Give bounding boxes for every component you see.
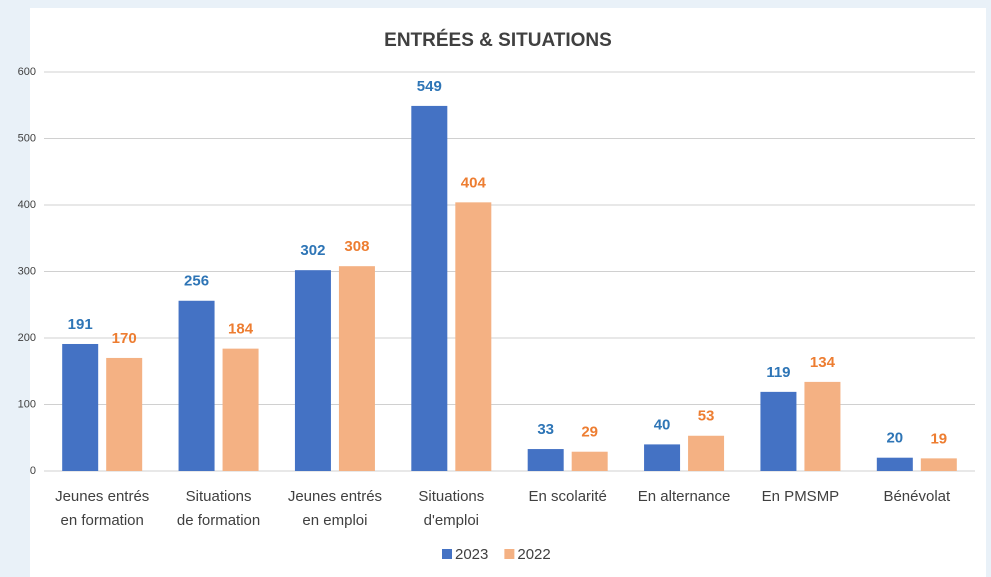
data-label: 119 <box>766 364 790 381</box>
y-tick-label: 0 <box>30 465 36 477</box>
y-tick-label: 200 <box>18 332 36 344</box>
y-tick-label: 600 <box>18 66 36 78</box>
x-tick-label: Situations <box>418 488 484 505</box>
legend-swatch <box>504 549 515 559</box>
x-tick-label: en emploi <box>302 512 367 529</box>
x-tick-label: Situations <box>186 488 252 505</box>
y-tick-label: 300 <box>18 265 36 277</box>
bar <box>222 348 259 471</box>
data-label: 53 <box>698 408 715 425</box>
x-tick-label: de formation <box>177 512 260 529</box>
bar <box>455 202 492 471</box>
y-tick-label: 400 <box>18 199 36 211</box>
x-tick-label: En alternance <box>638 488 731 505</box>
x-tick-label: Bénévolat <box>883 488 951 505</box>
y-tick-label: 100 <box>18 398 36 410</box>
data-label: 20 <box>886 430 903 447</box>
data-label: 19 <box>930 430 947 447</box>
data-label: 40 <box>654 416 671 433</box>
data-label: 308 <box>344 238 369 255</box>
bar <box>804 381 841 471</box>
bar <box>106 357 143 471</box>
bar <box>644 444 681 471</box>
bar <box>178 300 215 471</box>
legend-swatch <box>442 549 452 559</box>
legend-label: 2023 <box>455 546 488 563</box>
bar <box>338 266 375 471</box>
bar <box>571 451 608 471</box>
data-label: 29 <box>581 424 598 441</box>
legend-label: 2022 <box>517 546 550 563</box>
data-label: 404 <box>461 174 487 191</box>
chart-panel <box>30 8 986 577</box>
bar <box>294 270 331 471</box>
bar <box>411 105 448 471</box>
data-label: 302 <box>300 242 325 259</box>
x-tick-label: en formation <box>60 512 143 529</box>
x-tick-label: d'emploi <box>424 512 479 529</box>
data-label: 184 <box>228 321 254 338</box>
x-tick-label: Jeunes entrés <box>55 488 149 505</box>
x-tick-label: En scolarité <box>529 488 607 505</box>
bar <box>876 457 913 471</box>
chart-title: ENTRÉES & SITUATIONS <box>384 29 612 51</box>
data-label: 134 <box>810 354 836 371</box>
bar <box>688 435 725 471</box>
data-label: 170 <box>112 330 137 347</box>
data-label: 33 <box>537 421 554 438</box>
bar <box>62 343 99 471</box>
bar <box>920 458 957 471</box>
bar <box>760 391 797 471</box>
bar <box>527 449 564 471</box>
y-tick-label: 500 <box>18 132 36 144</box>
data-label: 256 <box>184 273 209 290</box>
data-label: 191 <box>68 316 93 333</box>
data-label: 549 <box>417 78 442 95</box>
x-tick-label: Jeunes entrés <box>288 488 382 505</box>
x-tick-label: En PMSMP <box>762 488 840 505</box>
